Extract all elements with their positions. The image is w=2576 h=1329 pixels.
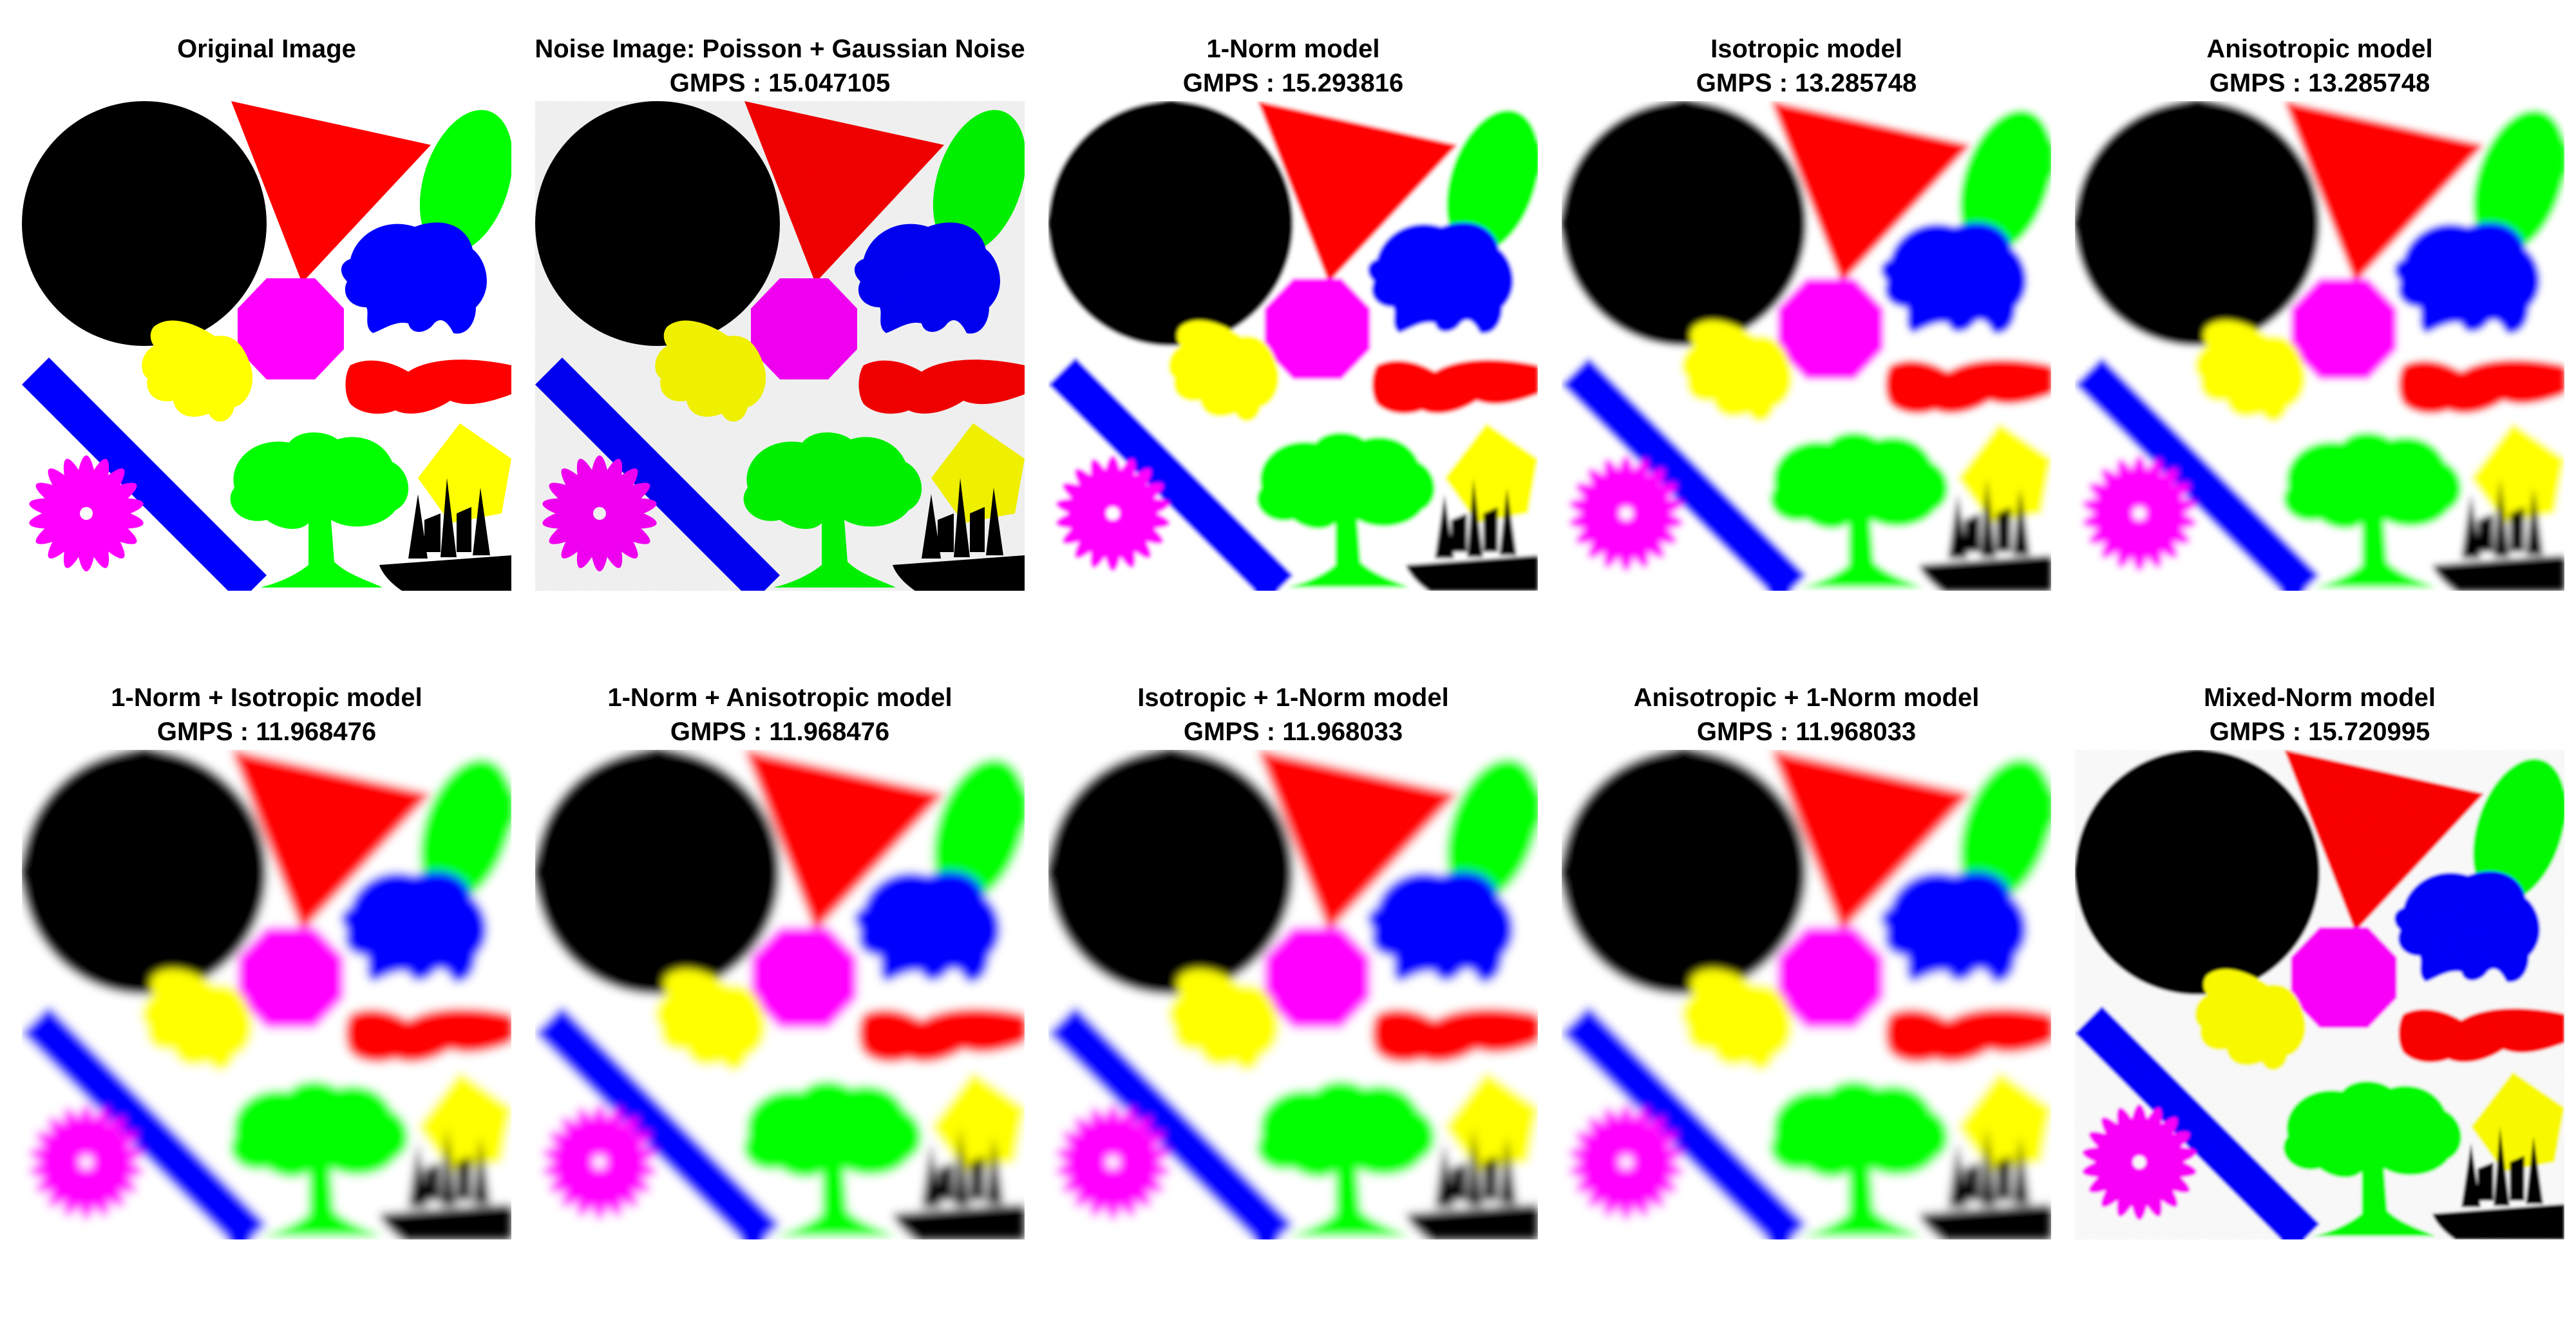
panel-title: Isotropic + 1-Norm model bbox=[1137, 684, 1449, 712]
shapes-image bbox=[22, 750, 511, 1239]
panel-gmps-score: GMPS : 15.293816 bbox=[1182, 69, 1404, 97]
shapes-image bbox=[2075, 750, 2564, 1239]
panel-title: 1-Norm model bbox=[1206, 35, 1380, 63]
panel-title: Anisotropic + 1-Norm model bbox=[1633, 684, 1980, 712]
panel-title: Noise Image: Poisson + Gaussian Noise bbox=[535, 35, 1025, 63]
panel-title: Anisotropic model bbox=[2206, 35, 2433, 63]
panel-title: Isotropic model bbox=[1710, 35, 1902, 63]
panel-gmps-score: GMPS : 11.968476 bbox=[670, 718, 890, 746]
panel-gmps-score: GMPS : 13.285748 bbox=[1696, 69, 1917, 97]
shapes-image bbox=[1048, 750, 1538, 1239]
panel-title: Original Image bbox=[177, 35, 356, 63]
panel-title: 1-Norm + Isotropic model bbox=[111, 684, 422, 712]
panel-gmps-score: GMPS : 15.720995 bbox=[2209, 718, 2430, 746]
panel-gmps-score: GMPS : 11.968033 bbox=[1696, 718, 1917, 746]
shapes-image bbox=[1562, 750, 2051, 1239]
panel-gmps-score: GMPS : 11.968033 bbox=[1183, 718, 1403, 746]
shapes-image bbox=[1048, 101, 1538, 591]
shapes-image bbox=[22, 101, 511, 591]
panel-gmps-score: GMPS : 13.285748 bbox=[2209, 69, 2430, 97]
panel-title: Mixed-Norm model bbox=[2203, 684, 2436, 712]
shapes-image bbox=[535, 750, 1025, 1239]
shapes-image bbox=[535, 101, 1025, 591]
panel-gmps-score: GMPS : 11.968476 bbox=[156, 718, 377, 746]
shapes-image bbox=[1562, 101, 2051, 591]
panel-title: 1-Norm + Anisotropic model bbox=[607, 684, 952, 712]
shapes-image bbox=[2075, 101, 2564, 591]
panel-gmps-score: GMPS : 15.047105 bbox=[669, 69, 891, 97]
